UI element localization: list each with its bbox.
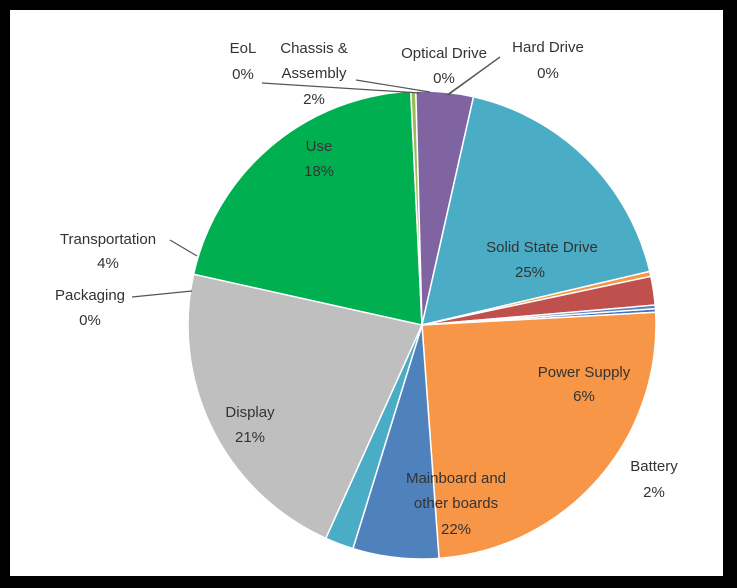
slice-label-packaging: Packaging <box>55 287 125 304</box>
pie-slices <box>187 90 657 560</box>
pie-slice-display <box>192 90 423 326</box>
slice-percent-mainboard-and-other-boards: 22% <box>441 521 471 538</box>
slice-label-use: Use <box>306 138 333 155</box>
slice-percent-packaging: 0% <box>79 312 101 329</box>
slice-label-hard-drive: Hard Drive <box>512 39 584 56</box>
pie-slice-optical-drive <box>421 304 657 326</box>
slice-percent-hard-drive: 0% <box>537 65 559 82</box>
slice-label-power-supply: Power Supply <box>538 364 631 381</box>
slice-percent-solid-state-drive: 25% <box>515 264 545 281</box>
slice-label-solid-state-drive: Solid State Drive <box>486 239 598 256</box>
leader-line-chassis-assembly <box>355 79 431 93</box>
leader-line-eol <box>261 82 421 94</box>
leader-line-optical-drive <box>446 56 501 96</box>
slice-label-mainboard-and-other-boards: Mainboard and <box>406 470 506 487</box>
leader-line-transportation <box>169 239 198 257</box>
pie-slice-use <box>421 95 651 327</box>
slice-percent-eol: 0% <box>232 66 254 83</box>
leader-line-packaging <box>131 290 193 298</box>
slice-percent-power-supply: 6% <box>573 388 595 405</box>
slice-label-chassis-assembly: Chassis & <box>280 40 348 57</box>
slice-label-eol: EoL <box>230 40 257 57</box>
slice-label-transportation: Transportation <box>60 231 156 248</box>
slice-label-chassis-assembly: Assembly <box>281 65 347 82</box>
slice-label-battery: Battery <box>630 458 678 475</box>
slice-percent-display: 21% <box>235 429 265 446</box>
slice-percent-chassis-assembly: 2% <box>303 91 325 108</box>
slice-percent-use: 18% <box>304 163 334 180</box>
slice-labels: Hard Drive 0% Solid State Drive 25% Power Su… <box>55 39 678 538</box>
pie-slice-mainboard-and-other-boards <box>187 273 424 540</box>
slice-percent-optical-drive: 0% <box>433 70 455 87</box>
slice-percent-transportation: 4% <box>97 255 119 272</box>
slice-percent-battery: 2% <box>643 484 665 501</box>
slice-label-optical-drive: Optical Drive <box>401 45 487 62</box>
slice-label-mainboard-and-other-boards: other boards <box>414 495 498 512</box>
pie-slice-solid-state-drive <box>421 311 657 560</box>
leader-lines <box>131 56 501 298</box>
slice-label-display: Display <box>225 404 275 421</box>
